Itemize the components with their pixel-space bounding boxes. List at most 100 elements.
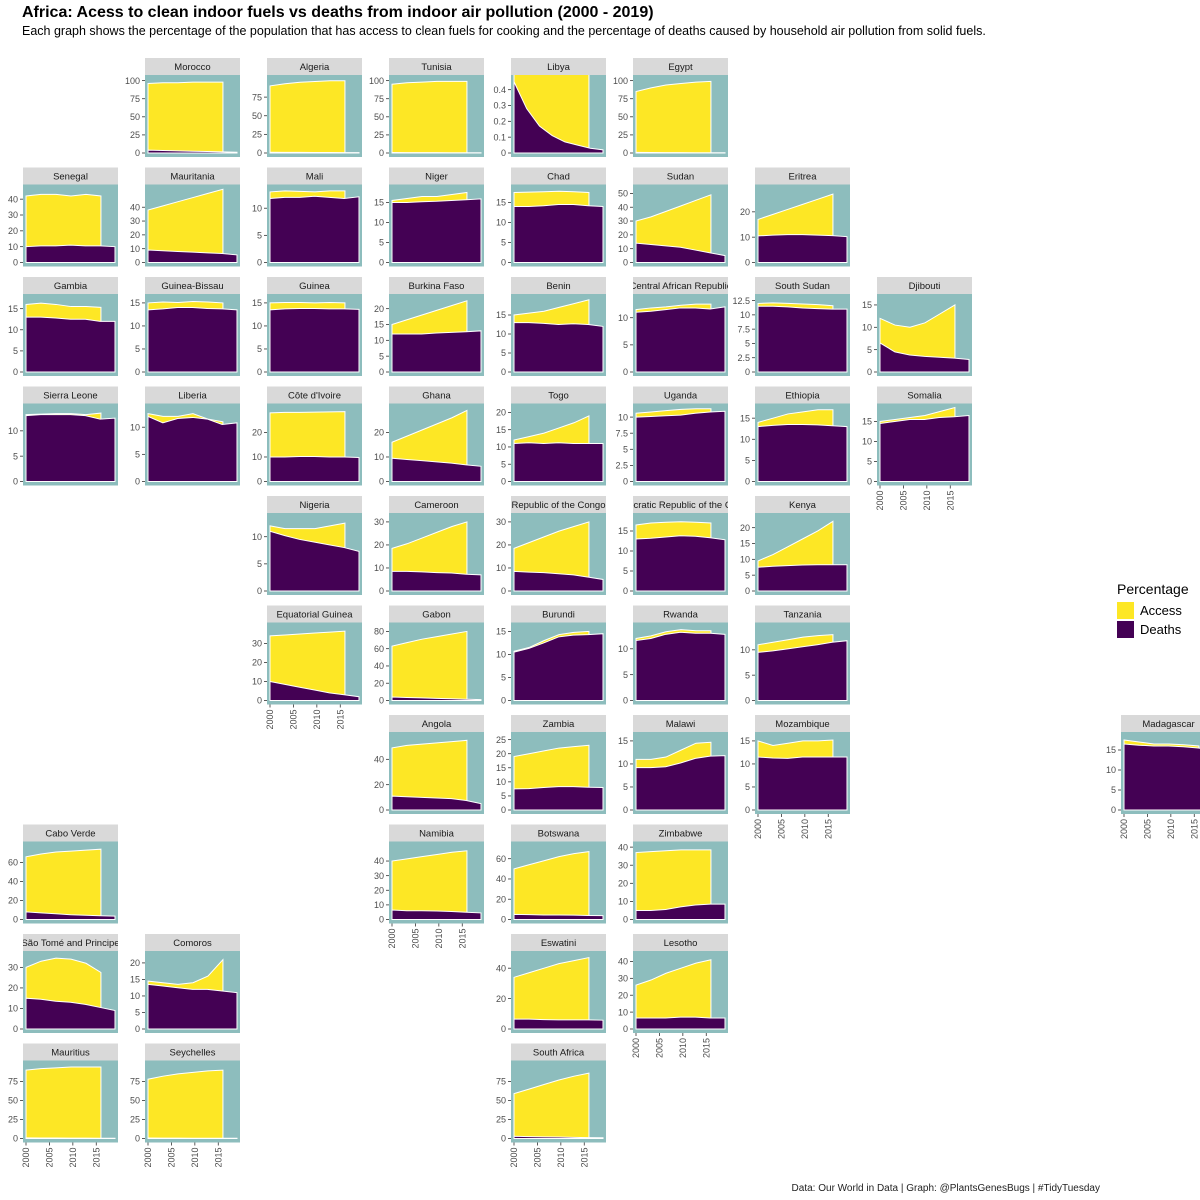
strip-malawi	[633, 715, 728, 732]
deaths-area-uganda	[635, 410, 726, 482]
y-tick-label-cabo-verde: 20	[8, 896, 18, 906]
deaths-area-burundi	[513, 633, 604, 701]
y-tick-label-sudan: 10	[618, 244, 628, 254]
y-tick-label-libya: 0.4	[493, 85, 506, 95]
y-tick-label-egypt: 100	[613, 76, 628, 86]
strip-sao-tome-and-principe	[23, 934, 118, 951]
y-tick-label-uganda: 2.5	[615, 461, 628, 471]
y-tick-label-burkina-faso: 15	[374, 320, 384, 330]
y-tick-label-zimbabwe: 40	[618, 842, 628, 852]
y-tick-label-egypt: 50	[618, 112, 628, 122]
strip-algeria	[267, 58, 362, 75]
strip-label-burkina-faso: Burkina Faso	[409, 281, 465, 292]
strip-mauritius	[23, 1043, 118, 1061]
y-tick-label-nigeria: 10	[252, 532, 262, 542]
access-area-mauritania	[147, 188, 224, 263]
access-area-egypt	[635, 80, 712, 154]
strip-central-african-republic	[633, 277, 728, 294]
strip-label-democratic-republic-of-the-congo: Democratic Republic of the Congo	[608, 500, 753, 511]
y-tick-label-south-africa: 50	[496, 1096, 506, 1106]
y-tick-label-seychelles: 50	[130, 1096, 140, 1106]
strip-label-gabon: Gabon	[422, 610, 451, 621]
y-tick-label-tanzania: 0	[745, 696, 750, 706]
strip-label-libya: Libya	[547, 62, 570, 73]
strip-niger	[389, 167, 484, 185]
panel-mauritania: Mauritania 0 10 20 30 40	[130, 167, 240, 268]
strip-label-cabo-verde: Cabo Verde	[45, 829, 95, 840]
panel-botswana: Botswana 0 20 40 60	[496, 824, 606, 925]
y-tick-label-equatorial-guinea: 30	[252, 639, 262, 649]
y-tick-label-comoros: 15	[130, 975, 140, 985]
strip-mali	[267, 167, 362, 185]
x-tick-label-namibia: 2005	[410, 929, 420, 949]
deaths-area-guinea-bissau	[147, 307, 238, 373]
strip-label-niger: Niger	[425, 172, 448, 183]
y-tick-label-central-african-republic: 0	[623, 367, 628, 377]
deaths-area-eritrea	[757, 234, 848, 263]
legend-key-access	[1117, 602, 1134, 619]
access-area-algeria	[269, 80, 346, 154]
y-tick-label-kenya: 10	[740, 555, 750, 565]
y-tick-label-algeria: 50	[252, 111, 262, 121]
y-tick-label-sao-tome-and-principe: 10	[8, 1004, 18, 1014]
y-tick-label-mauritius: 50	[8, 1096, 18, 1106]
y-tick-label-lesotho: 20	[618, 990, 628, 1000]
y-tick-label-sudan: 50	[618, 189, 628, 199]
strip-cabo-verde	[23, 824, 118, 842]
y-tick-label-burundi: 15	[496, 627, 506, 637]
y-tick-label-guinea-bissau: 0	[135, 367, 140, 377]
deaths-area-kenya	[757, 564, 848, 592]
deaths-area-rwanda	[635, 631, 726, 701]
y-tick-label-sierra-leone: 0	[13, 477, 18, 487]
access-area-cabo-verde	[25, 848, 102, 920]
strip-label-senegal: Senegal	[53, 172, 88, 183]
strip-label-comoros: Comoros	[173, 938, 212, 949]
x-tick-label-lesotho: 2010	[678, 1038, 688, 1058]
y-tick-label-eritrea: 0	[745, 258, 750, 268]
panel-eritrea: Eritrea 0 10 20	[740, 167, 850, 268]
x-tick-label-equatorial-guinea: 2010	[312, 710, 322, 730]
y-tick-label-angola: 20	[374, 780, 384, 790]
strip-egypt	[633, 58, 728, 75]
panel-malawi: Malawi 0 5 10 15	[618, 715, 728, 815]
y-tick-label-south-africa: 75	[496, 1077, 506, 1087]
deaths-area-angola	[391, 795, 482, 811]
y-tick-label-zimbabwe: 0	[623, 915, 628, 925]
strip-gambia	[23, 277, 118, 294]
deaths-area-gambia	[25, 316, 116, 373]
strip-mauritania	[145, 167, 240, 185]
y-tick-label-equatorial-guinea: 0	[257, 696, 262, 706]
strip-sudan	[633, 167, 728, 185]
strip-eritrea	[755, 167, 850, 185]
panel-morocco: Morocco 0 25 50 75 100	[125, 58, 240, 158]
y-tick-label-benin: 0	[501, 367, 506, 377]
y-tick-label-tunisia: 50	[374, 112, 384, 122]
deaths-area-togo	[513, 442, 604, 482]
strip-senegal	[23, 167, 118, 185]
deaths-area-cameroon	[391, 570, 482, 592]
panel-sao-tome-and-principe: São Tomé and Principe 0 10 20 30	[8, 934, 118, 1034]
strip-label-nigeria: Nigeria	[299, 500, 330, 511]
panel-mali: Mali 0 5 10	[252, 167, 362, 268]
x-tick-label-south-africa: 2000	[509, 1148, 519, 1168]
strip-guinea-bissau	[145, 277, 240, 294]
panel-gabon: Gabon 0 20 40 60 80	[374, 605, 484, 706]
strip-djibouti	[877, 277, 972, 294]
y-tick-label-seychelles: 0	[135, 1134, 140, 1144]
y-tick-label-eswatini: 20	[496, 994, 506, 1004]
y-tick-label-tanzania: 5	[745, 670, 750, 680]
y-tick-label-zimbabwe: 10	[618, 897, 628, 907]
deaths-area-nigeria	[269, 530, 360, 592]
deaths-area-sierra-leone	[25, 414, 116, 482]
y-tick-label-algeria: 0	[257, 148, 262, 158]
panel-somalia: Somalia 0 5 10 15 2000 2005 2010 2015	[862, 386, 972, 511]
y-tick-label-burkina-faso: 10	[374, 336, 384, 346]
y-tick-label-mozambique: 15	[740, 736, 750, 746]
x-tick-label-somalia: 2015	[945, 491, 955, 511]
y-tick-label-algeria: 25	[252, 130, 262, 140]
strip-label-rwanda: Rwanda	[663, 610, 699, 621]
y-tick-label-namibia: 30	[374, 871, 384, 881]
y-tick-label-ghana: 20	[374, 428, 384, 438]
x-tick-label-namibia: 2015	[457, 929, 467, 949]
y-tick-label-south-sudan: 10	[740, 310, 750, 320]
